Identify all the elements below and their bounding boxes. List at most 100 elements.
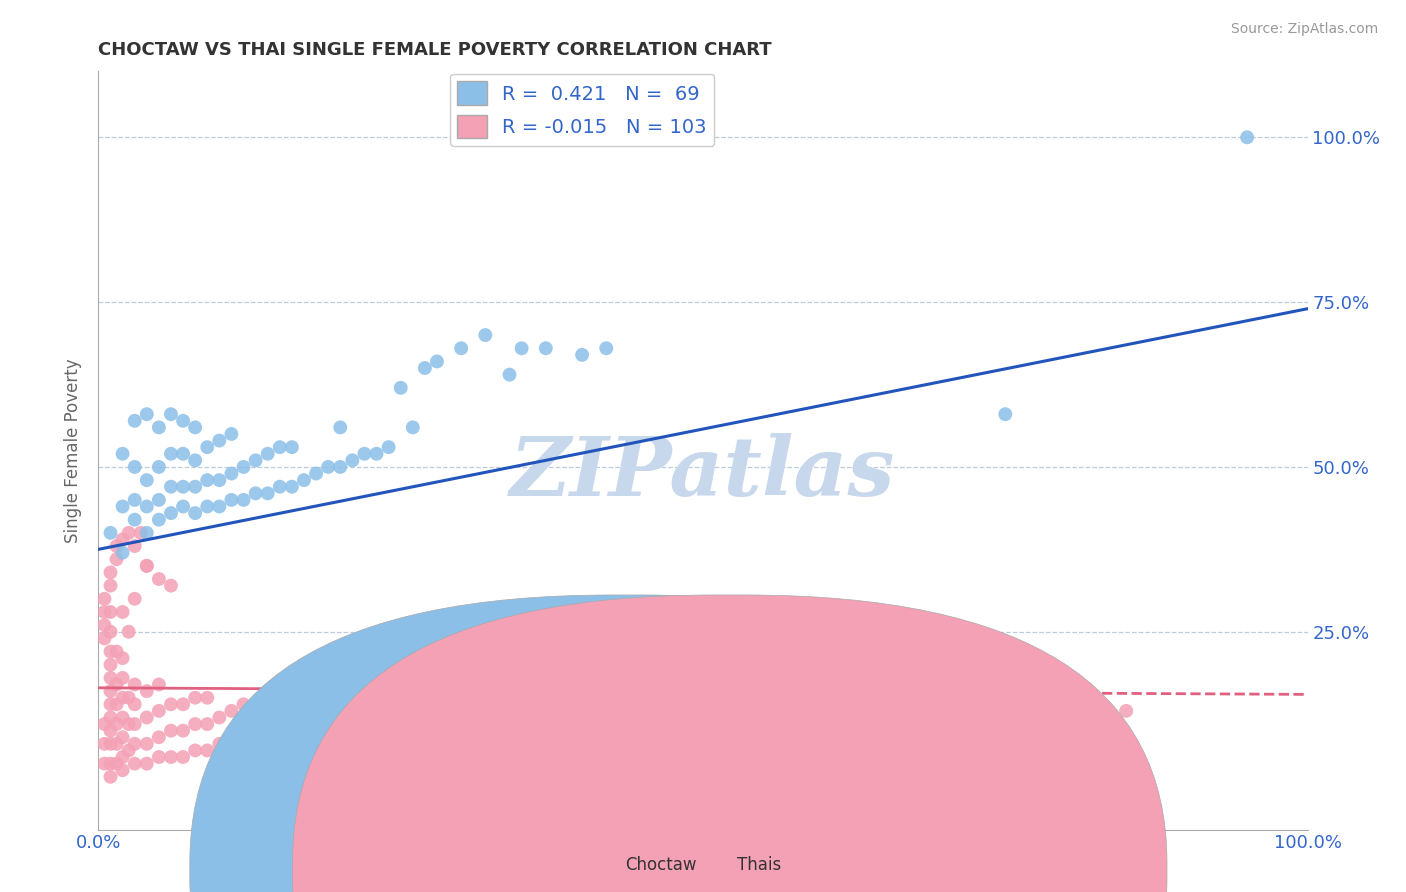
Point [184, 743, 207, 757]
Text: CHOCTAW VS THAI SINGLE FEMALE POVERTY CORRELATION CHART: CHOCTAW VS THAI SINGLE FEMALE POVERTY CO… [98, 41, 772, 59]
Point [111, 546, 134, 560]
Point [172, 698, 194, 712]
Point [124, 677, 146, 691]
Point [245, 453, 267, 467]
Point [195, 500, 218, 514]
Point [111, 690, 134, 705]
Point [135, 710, 157, 724]
Point [184, 506, 207, 520]
Point [184, 480, 207, 494]
Point [135, 756, 157, 771]
Point [100, 624, 122, 639]
Point [148, 731, 170, 745]
Point [172, 750, 194, 764]
Text: ZIPatlas: ZIPatlas [510, 434, 896, 513]
Point [111, 671, 134, 685]
Point [160, 579, 183, 593]
Point [172, 500, 194, 514]
Point [195, 690, 218, 705]
Point [135, 407, 157, 421]
Point [105, 644, 128, 658]
Point [329, 710, 352, 724]
Point [221, 427, 243, 442]
Point [668, 644, 690, 658]
Point [100, 710, 122, 724]
Point [195, 743, 218, 757]
Point [135, 558, 157, 573]
Point [366, 447, 388, 461]
Point [232, 698, 254, 712]
Point [1236, 130, 1258, 145]
Point [93, 605, 115, 619]
Point [160, 447, 183, 461]
Point [413, 698, 436, 712]
Point [208, 434, 231, 448]
Point [450, 341, 472, 355]
Point [148, 750, 170, 764]
Point [105, 552, 128, 566]
Point [160, 750, 183, 764]
Point [195, 473, 218, 487]
Point [221, 737, 243, 751]
Point [100, 525, 122, 540]
Point [148, 677, 170, 691]
Point [111, 731, 134, 745]
Point [342, 453, 364, 467]
Point [353, 447, 375, 461]
Point [269, 480, 291, 494]
Point [221, 467, 243, 481]
Point [994, 407, 1017, 421]
Point [389, 381, 412, 395]
Point [93, 591, 115, 606]
Point [172, 447, 194, 461]
Point [474, 328, 496, 343]
Point [93, 618, 115, 632]
Legend: R =  0.421   N =  69, R = -0.015   N = 103: R = 0.421 N = 69, R = -0.015 N = 103 [450, 73, 714, 146]
Point [208, 737, 231, 751]
Point [118, 624, 141, 639]
Point [281, 440, 304, 454]
Point [105, 539, 128, 553]
Point [111, 500, 134, 514]
Point [245, 731, 267, 745]
Point [195, 717, 218, 731]
Point [111, 651, 134, 665]
Point [100, 684, 122, 698]
Point [353, 710, 375, 724]
Point [232, 731, 254, 745]
Point [100, 756, 122, 771]
Point [93, 756, 115, 771]
Point [692, 638, 714, 652]
Point [105, 677, 128, 691]
Point [256, 486, 278, 500]
Point [111, 763, 134, 777]
Point [607, 657, 630, 672]
Point [256, 447, 278, 461]
Point [305, 717, 328, 731]
Point [111, 533, 134, 547]
Point [547, 671, 569, 685]
Point [245, 486, 267, 500]
Point [184, 690, 207, 705]
Point [111, 605, 134, 619]
Point [148, 459, 170, 474]
Point [124, 539, 146, 553]
Point [129, 525, 152, 540]
Point [100, 671, 122, 685]
Point [728, 632, 751, 646]
Point [124, 492, 146, 507]
Point [100, 698, 122, 712]
Point [160, 480, 183, 494]
Point [172, 414, 194, 428]
Point [105, 756, 128, 771]
Point [135, 500, 157, 514]
Point [111, 447, 134, 461]
Point [124, 737, 146, 751]
Point [160, 723, 183, 738]
Point [256, 731, 278, 745]
Point [100, 605, 122, 619]
Text: Choctaw: Choctaw [626, 856, 696, 874]
Point [305, 467, 328, 481]
Point [413, 361, 436, 376]
Point [124, 698, 146, 712]
